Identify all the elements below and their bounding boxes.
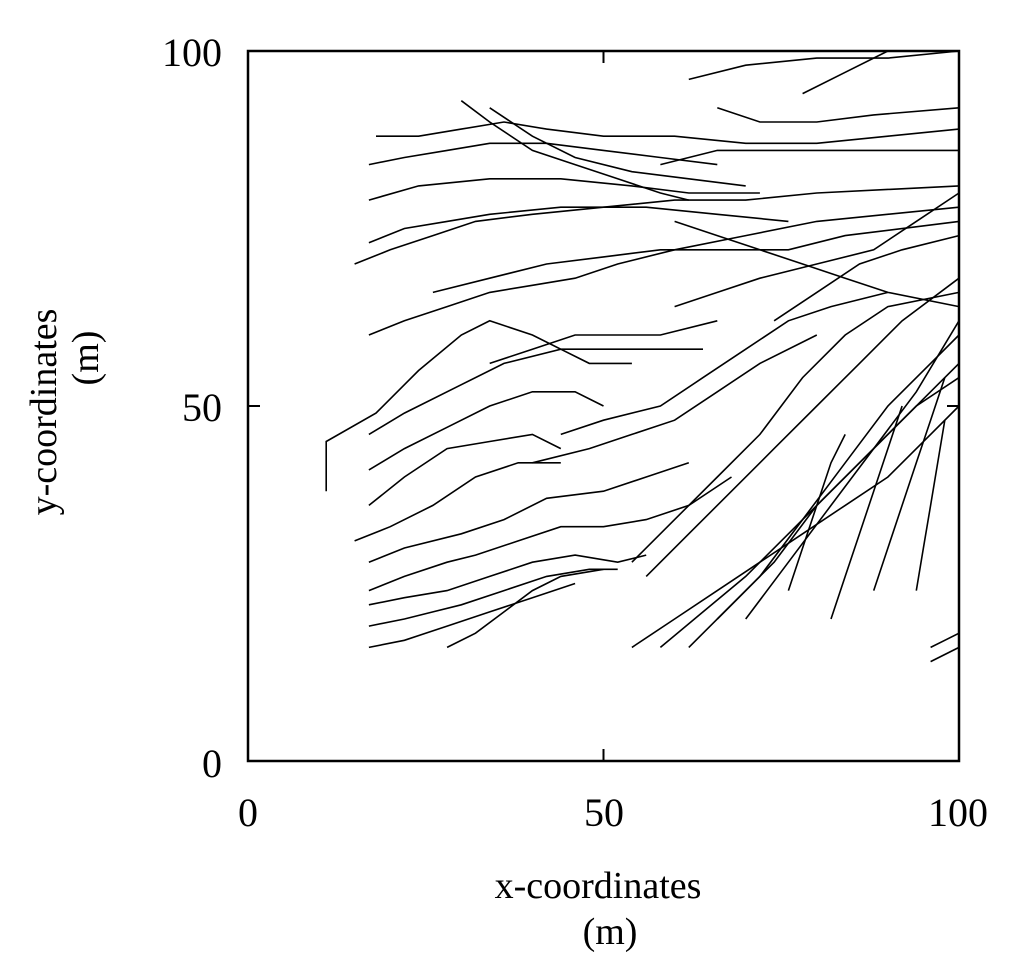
network-segment-0-14 xyxy=(368,178,760,201)
y-axis-label-unit: (m) xyxy=(65,331,107,386)
network-segment-0-4 xyxy=(354,462,561,542)
network-segment-0-22 xyxy=(660,149,959,166)
network-segment-0-38 xyxy=(830,405,903,620)
network-segment-0-28 xyxy=(716,334,960,620)
network-segment-0-41 xyxy=(930,646,960,663)
network-segment-0-8 xyxy=(368,568,618,627)
network-segment-0-36 xyxy=(489,320,718,365)
network-segment-0-2 xyxy=(368,391,604,471)
x-axis-label-line1: x-coordinates xyxy=(495,865,702,907)
network-segment-0-25 xyxy=(631,405,960,649)
network-segment-0-3 xyxy=(368,433,562,507)
y-axis-label: y-coordinates xyxy=(23,309,65,516)
network-segment-0-13 xyxy=(368,206,789,244)
y-axis-label-line2: (m) xyxy=(65,331,107,386)
network-segment-0-35 xyxy=(773,234,960,322)
network-segment-0-37 xyxy=(787,434,846,591)
network-segment-0-0 xyxy=(325,319,703,492)
network-segment-0-7 xyxy=(368,554,647,606)
network-segment-0-21 xyxy=(802,50,889,95)
x-tick-label-100: 100 xyxy=(928,790,988,835)
network-segment-0-29 xyxy=(745,320,960,620)
network-segment-0-12 xyxy=(354,185,960,265)
network-segment-0-17 xyxy=(460,100,689,201)
network-segment-0-9 xyxy=(368,582,576,649)
network-segment-0-1 xyxy=(368,348,632,436)
network-segment-0-6 xyxy=(368,476,732,592)
x-axis-label-line2: (m) xyxy=(583,911,638,953)
network-segment-0-40 xyxy=(915,420,946,591)
network-segment-0-15 xyxy=(368,142,718,166)
network-segment-0-30 xyxy=(631,291,960,563)
network-segment-0-39 xyxy=(872,377,946,591)
network-segment-0-32 xyxy=(560,291,889,436)
network-segment-0-33 xyxy=(532,334,818,464)
network-segment-0-42 xyxy=(930,632,960,649)
network-segment-0-16 xyxy=(376,121,960,145)
network-segment-0-34 xyxy=(674,192,960,308)
x-tick-label-0: 0 xyxy=(238,790,258,835)
network-segment-0-18 xyxy=(489,107,746,187)
x-tick-label-50: 50 xyxy=(584,790,624,835)
network-segment-0-11 xyxy=(368,206,960,336)
y-tick-label-0: 0 xyxy=(202,741,222,786)
network-segment-0-5 xyxy=(368,462,690,563)
y-tick-label-100: 100 xyxy=(162,30,222,75)
network-segment-0-31 xyxy=(645,277,960,577)
y-axis-label-line1: y-coordinates xyxy=(23,309,65,516)
network-segment-0-20 xyxy=(688,50,960,81)
network-segment-0-24 xyxy=(432,220,960,294)
network-segment-0-10 xyxy=(446,568,604,649)
axis-ticks xyxy=(247,50,960,762)
network-segment-0-19 xyxy=(717,107,960,123)
y-tick-label-50: 50 xyxy=(182,385,222,430)
fracture-network xyxy=(325,50,960,663)
